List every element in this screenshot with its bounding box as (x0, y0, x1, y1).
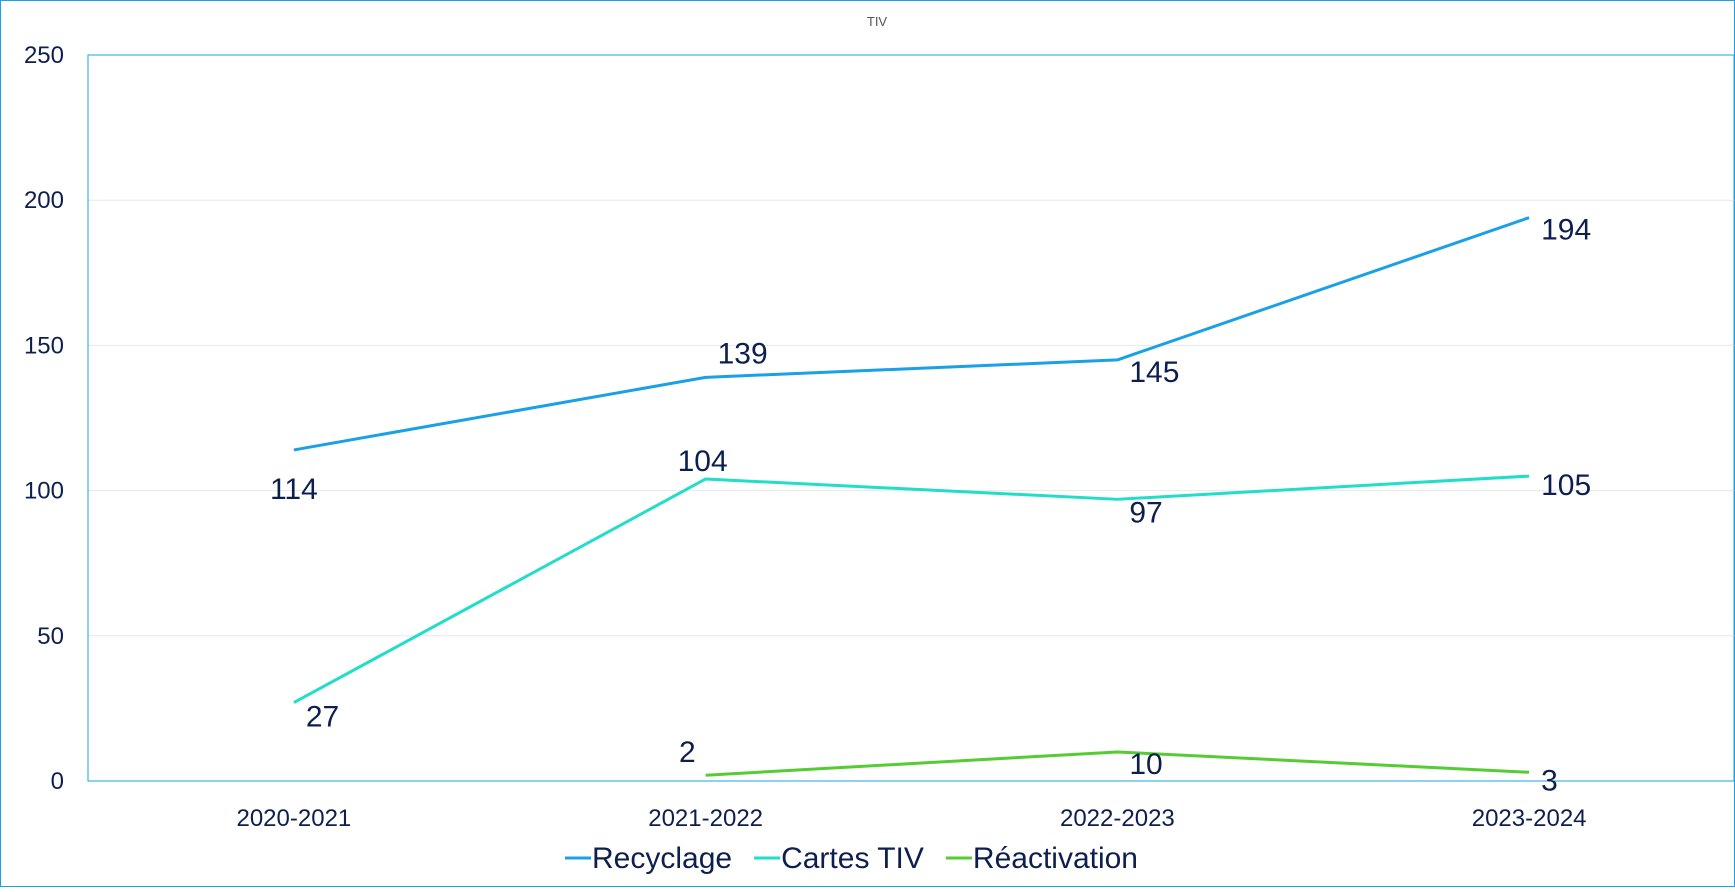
data-label: 139 (718, 337, 768, 370)
data-label: 104 (678, 445, 728, 478)
y-tick-label: 0 (51, 768, 64, 795)
data-label: 97 (1129, 496, 1162, 529)
plot-area-frame (87, 54, 1735, 782)
y-tick-label: 150 (24, 332, 64, 359)
legend-label: Cartes TIV (781, 842, 924, 875)
series-line-1 (293, 216, 1530, 452)
x-tick-label: 2020-2021 (236, 805, 351, 832)
data-label: 3 (1541, 764, 1558, 797)
y-tick-label: 100 (24, 478, 64, 505)
x-axis-ticks: 2020-2021 2021-2022 2022-2023 2023-2024 (236, 805, 1586, 832)
data-label: 194 (1541, 214, 1591, 247)
data-label: 10 (1129, 748, 1162, 781)
x-tick-label: 2023-2024 (1472, 805, 1587, 832)
data-labels: 114 139 145 194 27 104 97 105 2 10 3 (270, 214, 1591, 798)
series-line-3 (705, 750, 1530, 777)
y-tick-label: 200 (24, 187, 64, 214)
y-tick-label: 250 (24, 42, 64, 69)
x-tick-label: 2021-2022 (648, 805, 763, 832)
legend-label: Réactivation (973, 842, 1138, 875)
x-tick-label: 2022-2023 (1060, 805, 1175, 832)
y-tick-label: 50 (37, 623, 64, 650)
legend-label: Recyclage (592, 842, 732, 875)
data-label: 27 (306, 701, 339, 734)
gridlines (88, 199, 1735, 637)
legend: Recyclage Cartes TIV Réactivation (565, 842, 1138, 875)
series-line-2 (293, 474, 1530, 704)
y-axis-ticks: 0 50 100 150 200 250 (24, 42, 64, 795)
data-label: 2 (679, 736, 696, 769)
data-label: 114 (270, 473, 318, 506)
data-label: 145 (1129, 356, 1179, 389)
series-lines (293, 216, 1530, 777)
data-label: 105 (1541, 469, 1591, 502)
chart-title: TIV (867, 14, 888, 29)
